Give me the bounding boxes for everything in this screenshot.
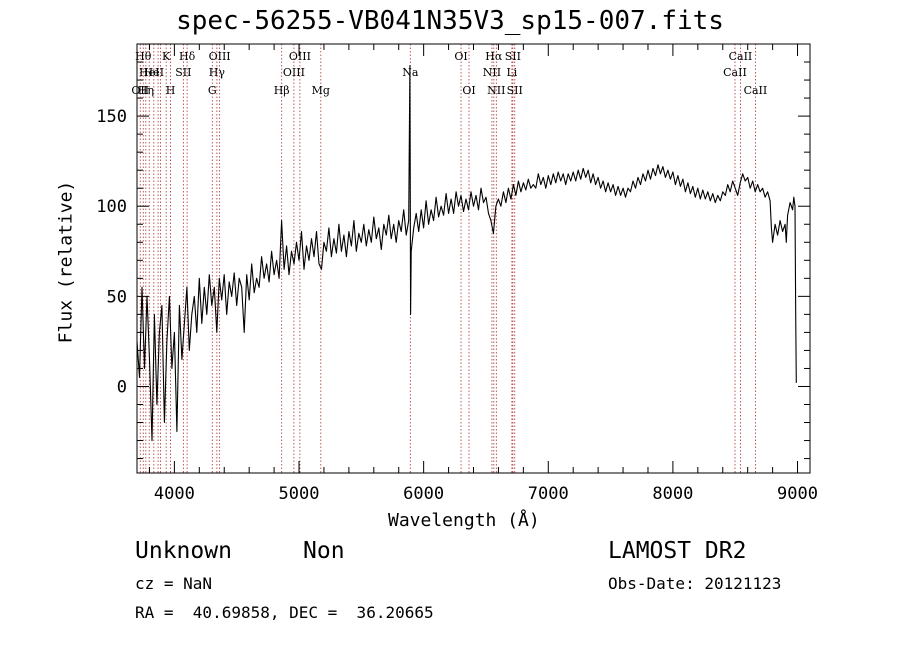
chart-title: spec-56255-VB041N35V3_sp15-007.fits (176, 6, 724, 36)
line-marker-label: SII (507, 84, 523, 97)
y-tick-label: 0 (117, 377, 127, 397)
x-tick-label: 7000 (528, 484, 569, 504)
redshift-text: cz = NaN (135, 574, 213, 593)
line-marker-label: Hβ (274, 84, 290, 97)
line-marker-label: OII (131, 84, 149, 97)
y-tick-label: 150 (96, 107, 127, 127)
line-marker-label: Hθ (135, 50, 152, 63)
line-marker-label: G (208, 84, 217, 97)
line-marker-label: NII (487, 84, 505, 97)
line-marker-label: Hη (138, 84, 154, 97)
line-markers (139, 44, 756, 473)
line-marker-label: Hγ (209, 66, 226, 79)
y-tick-label: 50 (107, 287, 127, 307)
x-tick-label: 9000 (777, 484, 818, 504)
y-tick-label: 100 (96, 197, 127, 217)
line-marker-label: CaII (729, 50, 753, 63)
plot-frame (136, 43, 811, 474)
x-axis-label: Wavelength (Å) (388, 510, 540, 531)
line-marker-label: OIII (209, 50, 231, 63)
line-marker-label: HeI (144, 66, 164, 79)
line-marker-label: OI (462, 84, 475, 97)
x-tick-label: 8000 (652, 484, 693, 504)
y-axis-label: Flux (relative) (55, 180, 77, 344)
line-marker-label: CaII (744, 84, 768, 97)
line-marker-label: Hα (485, 50, 503, 63)
object-class: Unknown (135, 538, 232, 564)
line-marker-label: CaII (723, 66, 747, 79)
line-marker-label: SII (175, 66, 191, 79)
x-tick-label: 6000 (403, 484, 444, 504)
object-subclass: Non (303, 538, 345, 564)
line-marker-label: K (162, 50, 171, 63)
x-axis: 4000 5000 6000 7000 8000 9000 (148, 44, 818, 504)
x-tick-label: 4000 (154, 484, 195, 504)
line-marker-label: Hδ (179, 50, 196, 63)
coordinates: RA = 40.69858, DEC = 36.20665 (135, 603, 434, 622)
line-marker-label: Li (506, 66, 517, 79)
line-marker-label: Mg (312, 84, 330, 97)
line-marker-labels: OIIHθHηHeIHeIKHSIIHδGHγOIIIHβOIIIOIIIMgN… (131, 50, 767, 97)
line-marker-label: NII (483, 66, 501, 79)
line-marker-label: HeI (139, 66, 159, 79)
obs-date: Obs-Date: 20121123 (608, 574, 782, 593)
line-marker-label: OI (454, 50, 467, 63)
survey-name: LAMOST DR2 (608, 538, 747, 564)
y-axis: 0 50 100 150 (96, 61, 810, 460)
line-marker-label: OIII (289, 50, 311, 63)
line-marker-label: SII (505, 50, 521, 63)
line-marker-label: OIII (283, 66, 305, 79)
line-marker-label: H (166, 84, 176, 97)
line-marker-label: Na (402, 66, 419, 79)
spectrum-line (136, 65, 797, 442)
x-tick-label: 5000 (279, 484, 320, 504)
